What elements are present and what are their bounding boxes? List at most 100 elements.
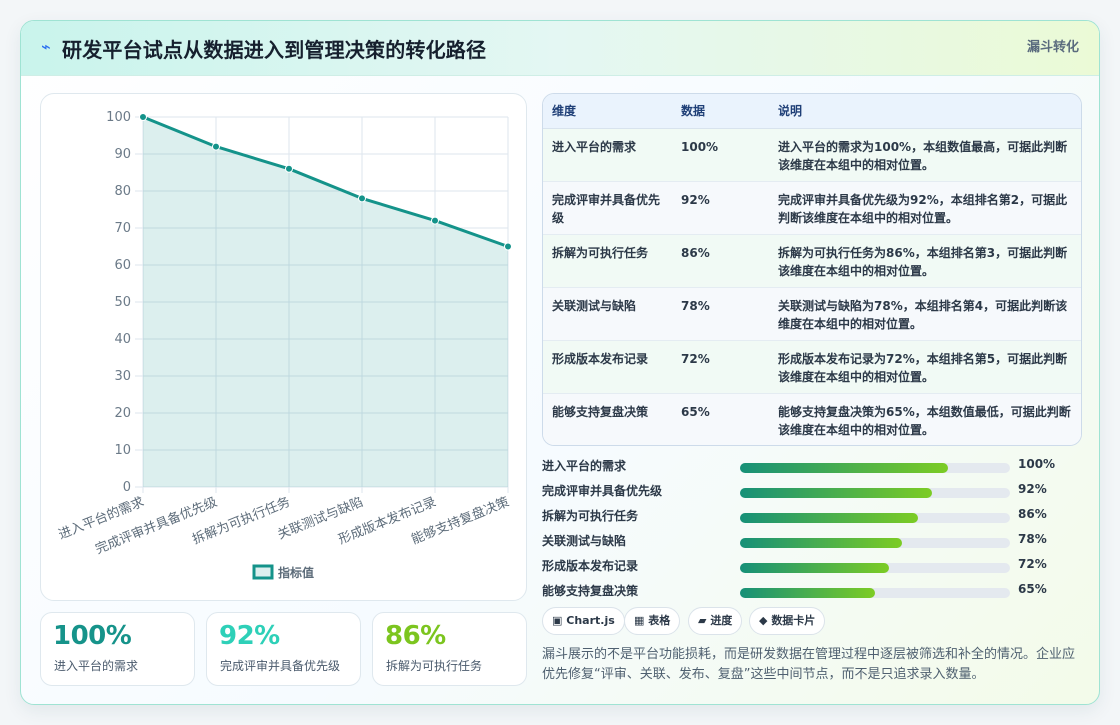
y-tick-label: 70 bbox=[114, 221, 131, 236]
cell-data: 100% bbox=[672, 128, 769, 182]
progress-label: 关联测试与缺陷 bbox=[542, 534, 627, 548]
chip-2[interactable]: ▦ 表格 bbox=[624, 607, 681, 635]
column-header: 维度 bbox=[543, 94, 672, 129]
cell-dimension: 完成评审并具备优先级 bbox=[543, 181, 672, 235]
chip-label: 进度 bbox=[710, 614, 733, 627]
x-tick-label: 完成评审并具备优先级 bbox=[93, 494, 220, 558]
progress-label: 形成版本发布记录 bbox=[542, 559, 639, 573]
cell-description: 拆解为可执行任务为86%，本组排名第3，可据此判断该维度在本组中的相对位置。 bbox=[769, 234, 1081, 288]
progress-list: 进入平台的需求 100% 完成评审并具备优先级 92% 拆解为可执行任务 86% 关联测试与… bbox=[542, 454, 1082, 604]
chart-panel: 0 10 20 30 40 50 60 70 80 90 100 进入平台的需求 完成评审并具备优先级拆… bbox=[40, 93, 527, 601]
y-tick-label: 50 bbox=[114, 295, 131, 310]
progress-value: 100% bbox=[1018, 457, 1056, 471]
cell-data: 78% bbox=[672, 287, 769, 341]
progress-row: 关联测试与缺陷 78% bbox=[542, 529, 1082, 554]
legend-swatch bbox=[252, 564, 274, 580]
kpi-label: 完成评审并具备优先级 bbox=[220, 659, 341, 673]
progress-value: 78% bbox=[1018, 532, 1047, 546]
kpi-value: 100% bbox=[53, 621, 132, 651]
data-point bbox=[358, 194, 366, 203]
progress-fill bbox=[740, 463, 948, 473]
progress-track bbox=[740, 488, 1010, 498]
cell-data: 92% bbox=[672, 181, 769, 235]
progress-row: 完成评审并具备优先级 92% bbox=[542, 479, 1082, 504]
progress-fill bbox=[740, 513, 919, 523]
table-row: 形成版本发布记录 72% 形成版本发布记录为72%，本组排名第5，可据此判断该维… bbox=[543, 340, 1081, 394]
data-point bbox=[504, 242, 512, 251]
table-row: 关联测试与缺陷 78% 关联测试与缺陷为78%，本组排名第4，可据此判断该维度在… bbox=[543, 287, 1081, 341]
data-point bbox=[285, 164, 293, 173]
table-row: 能够支持复盘决策 65% 能够支持复盘决策为65%，本组数值最低，可据此判断该维… bbox=[543, 393, 1081, 445]
area-chart: 0102030405060708090100进入平台的需求完成评审并具备优先级拆… bbox=[56, 110, 512, 580]
dashboard-card: ⌁ 研发平台试点从数据进入到管理决策的转化路径 漏斗转化 0 10 20 30 40 50… bbox=[20, 20, 1100, 705]
progress-track bbox=[740, 513, 1010, 523]
cell-dimension: 形成版本发布记录 bbox=[543, 340, 672, 394]
table-row: 完成评审并具备优先级 92% 完成评审并具备优先级为92%，本组排名第2，可据此… bbox=[543, 181, 1081, 235]
progress-label: 进入平台的需求 bbox=[542, 459, 627, 473]
table-icon: ▦ bbox=[634, 614, 645, 627]
chip-1[interactable]: ▣ Chart.js bbox=[542, 607, 625, 635]
chip-label: Chart.js bbox=[566, 614, 615, 627]
progress-row: 拆解为可执行任务 86% bbox=[542, 504, 1082, 529]
y-tick-label: 20 bbox=[114, 406, 131, 421]
cell-description: 完成评审并具备优先级为92%，本组排名第2，可据此判断该维度在本组中的相对位置。 bbox=[769, 181, 1081, 235]
y-tick-label: 0 bbox=[123, 480, 131, 495]
progress-fill bbox=[740, 588, 875, 598]
page-title: 研发平台试点从数据进入到管理决策的转化路径 bbox=[62, 38, 487, 62]
legend-label: 指标值 bbox=[278, 565, 314, 580]
y-tick-label: 60 bbox=[114, 258, 131, 273]
table-row: 进入平台的需求 100% 进入平台的需求为100%，本组数值最高，可据此判断该维… bbox=[543, 128, 1081, 182]
kpi-value: 92% bbox=[219, 621, 280, 651]
cell-data: 72% bbox=[672, 340, 769, 394]
cell-description: 能够支持复盘决策为65%，本组数值最低，可据此判断该维度在本组中的相对位置。 bbox=[769, 393, 1081, 445]
y-tick-label: 10 bbox=[114, 443, 131, 458]
header-bar: ⌁ 研发平台试点从数据进入到管理决策的转化路径 漏斗转化 bbox=[21, 21, 1099, 76]
kpi-label: 拆解为可执行任务 bbox=[386, 659, 483, 673]
progress-label: 完成评审并具备优先级 bbox=[542, 484, 663, 498]
data-point bbox=[431, 216, 439, 225]
progress-row: 能够支持复盘决策 65% bbox=[542, 579, 1082, 604]
progress-label: 能够支持复盘决策 bbox=[542, 584, 639, 598]
progress-label: 拆解为可执行任务 bbox=[542, 509, 639, 523]
progress-fill bbox=[740, 563, 889, 573]
cell-dimension: 拆解为可执行任务 bbox=[543, 234, 672, 288]
progress-track bbox=[740, 463, 1010, 473]
series-area bbox=[143, 117, 508, 487]
chip-3[interactable]: ▰ 进度 bbox=[688, 607, 743, 635]
progress-track bbox=[740, 538, 1010, 548]
chip-label: 表格 bbox=[648, 614, 671, 627]
diamond-icon: ◆ bbox=[759, 614, 768, 627]
cell-dimension: 进入平台的需求 bbox=[543, 128, 672, 182]
column-header: 数据 bbox=[672, 94, 769, 129]
cell-dimension: 能够支持复盘决策 bbox=[543, 393, 672, 445]
progress-value: 92% bbox=[1018, 482, 1047, 496]
y-tick-label: 80 bbox=[114, 184, 131, 199]
data-point bbox=[139, 113, 147, 121]
kpi-label: 进入平台的需求 bbox=[54, 659, 139, 673]
cell-data: 65% bbox=[672, 393, 769, 445]
progress-icon: ▰ bbox=[698, 614, 707, 627]
column-header: 说明 bbox=[769, 94, 1081, 129]
y-tick-label: 100 bbox=[106, 110, 131, 125]
y-tick-label: 90 bbox=[114, 147, 131, 162]
data-point bbox=[212, 142, 220, 151]
cell-description: 形成版本发布记录为72%，本组排名第5，可据此判断该维度在本组中的相对位置。 bbox=[769, 340, 1081, 394]
y-tick-label: 40 bbox=[114, 332, 131, 347]
funnel-tag: 漏斗转化 bbox=[1026, 40, 1079, 55]
chart-icon: ▣ bbox=[552, 614, 563, 627]
progress-fill bbox=[740, 538, 902, 548]
bolt-icon: ⌁ bbox=[41, 37, 51, 56]
kpi-card: 86% 拆解为可执行任务 bbox=[372, 612, 527, 686]
progress-track bbox=[740, 588, 1010, 598]
series-line bbox=[142, 115, 509, 248]
data-table: 维度 数据 说明 进入平台的需求 100% 进入平台的需求为100%，本组数值最… bbox=[542, 93, 1082, 446]
kpi-card: 100% 进入平台的需求 bbox=[40, 612, 195, 686]
progress-value: 86% bbox=[1018, 507, 1047, 521]
cell-dimension: 关联测试与缺陷 bbox=[543, 287, 672, 341]
y-tick-label: 30 bbox=[114, 369, 131, 384]
progress-row: 形成版本发布记录 72% bbox=[542, 554, 1082, 579]
chip-4[interactable]: ◆ 数据卡片 bbox=[749, 607, 826, 635]
cell-description: 进入平台的需求为100%，本组数值最高，可据此判断该维度在本组中的相对位置。 bbox=[769, 128, 1081, 182]
progress-value: 65% bbox=[1018, 582, 1047, 596]
progress-fill bbox=[740, 488, 932, 498]
